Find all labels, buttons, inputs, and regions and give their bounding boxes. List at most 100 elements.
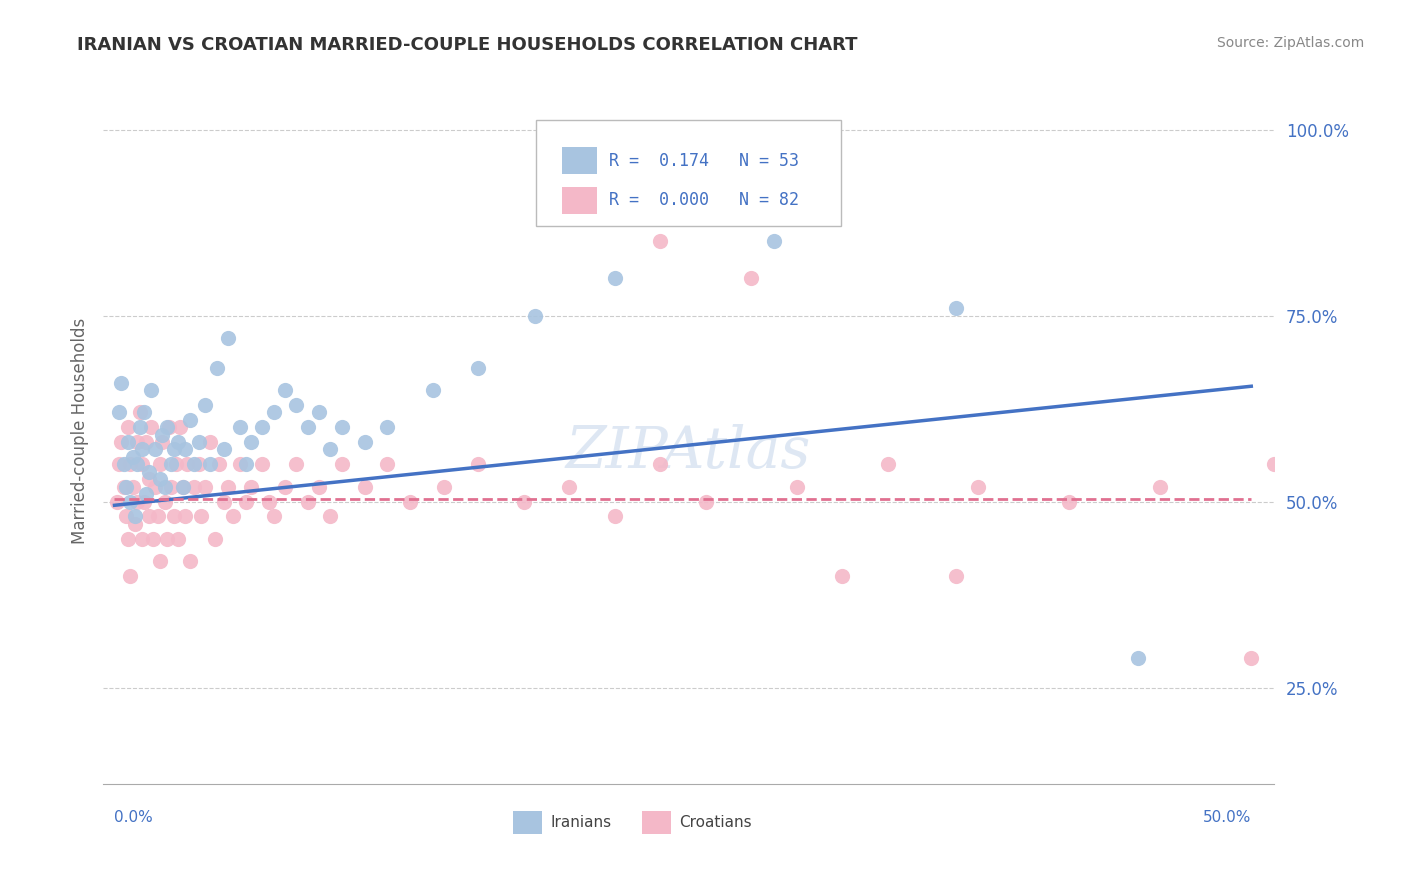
Point: [127, 458, 149, 472]
Point: [603, 271, 626, 285]
Point: [524, 309, 547, 323]
Point: [235, 494, 257, 508]
Point: [117, 532, 139, 546]
Point: [139, 383, 162, 397]
Point: [174, 442, 197, 457]
Point: [212, 494, 235, 508]
Point: [117, 435, 139, 450]
Point: [297, 494, 319, 508]
Point: [174, 509, 197, 524]
Point: [1263, 458, 1285, 472]
Point: [194, 480, 217, 494]
Bar: [562, 147, 598, 174]
Bar: [562, 187, 598, 214]
Point: [176, 458, 198, 472]
Text: Croatians: Croatians: [679, 815, 752, 830]
Point: [353, 480, 375, 494]
Point: [135, 487, 157, 501]
Point: [257, 494, 280, 508]
Point: [274, 480, 297, 494]
Point: [131, 442, 153, 457]
Point: [124, 516, 146, 531]
Point: [156, 420, 179, 434]
Point: [308, 405, 330, 419]
Point: [222, 509, 245, 524]
Point: [131, 532, 153, 546]
Point: [308, 480, 330, 494]
Point: [110, 376, 132, 390]
Point: [467, 458, 489, 472]
Point: [149, 458, 172, 472]
Point: [127, 435, 149, 450]
Point: [110, 435, 132, 450]
Point: [1149, 480, 1171, 494]
Point: [149, 472, 172, 486]
Point: [194, 398, 217, 412]
Point: [1240, 650, 1263, 665]
Text: R =  0.000   N = 82: R = 0.000 N = 82: [609, 192, 799, 210]
Point: [115, 509, 138, 524]
Bar: [641, 811, 671, 834]
Point: [274, 383, 297, 397]
Point: [167, 435, 190, 450]
Bar: [513, 811, 543, 834]
Point: [228, 420, 250, 434]
Point: [1059, 494, 1081, 508]
Point: [150, 427, 173, 442]
Point: [145, 442, 167, 457]
Point: [149, 554, 172, 568]
Point: [156, 532, 179, 546]
Point: [375, 458, 398, 472]
Point: [128, 405, 150, 419]
Point: [204, 532, 226, 546]
Point: [285, 398, 308, 412]
Point: [146, 509, 169, 524]
Point: [513, 494, 536, 508]
Point: [132, 494, 155, 508]
Point: [117, 420, 139, 434]
Point: [212, 442, 235, 457]
Point: [330, 420, 353, 434]
Point: [650, 458, 672, 472]
Point: [422, 383, 444, 397]
Point: [172, 480, 194, 494]
Point: [183, 480, 205, 494]
Text: IRANIAN VS CROATIAN MARRIED-COUPLE HOUSEHOLDS CORRELATION CHART: IRANIAN VS CROATIAN MARRIED-COUPLE HOUSE…: [77, 36, 858, 54]
Point: [153, 480, 176, 494]
Point: [145, 480, 167, 494]
Point: [138, 509, 160, 524]
Point: [263, 509, 285, 524]
Point: [319, 442, 342, 457]
FancyBboxPatch shape: [536, 120, 841, 226]
Point: [162, 509, 184, 524]
Point: [650, 234, 672, 248]
Point: [740, 271, 762, 285]
Point: [876, 458, 898, 472]
Point: [945, 569, 967, 583]
Point: [112, 458, 135, 472]
Point: [603, 509, 626, 524]
Point: [205, 360, 228, 375]
Point: [108, 405, 131, 419]
Point: [135, 435, 157, 450]
Point: [285, 458, 308, 472]
Point: [120, 458, 142, 472]
Point: [558, 480, 581, 494]
Point: [108, 458, 131, 472]
Point: [198, 435, 221, 450]
Point: [1126, 650, 1149, 665]
Point: [190, 509, 212, 524]
Point: [124, 509, 146, 524]
Point: [198, 458, 221, 472]
Text: Source: ZipAtlas.com: Source: ZipAtlas.com: [1216, 36, 1364, 50]
Point: [160, 480, 183, 494]
Point: [297, 420, 319, 434]
Point: [228, 458, 250, 472]
Point: [353, 435, 375, 450]
Point: [120, 569, 142, 583]
Text: 0.0%: 0.0%: [114, 810, 153, 825]
Point: [165, 458, 187, 472]
Point: [433, 480, 456, 494]
Point: [187, 458, 209, 472]
Point: [153, 494, 176, 508]
